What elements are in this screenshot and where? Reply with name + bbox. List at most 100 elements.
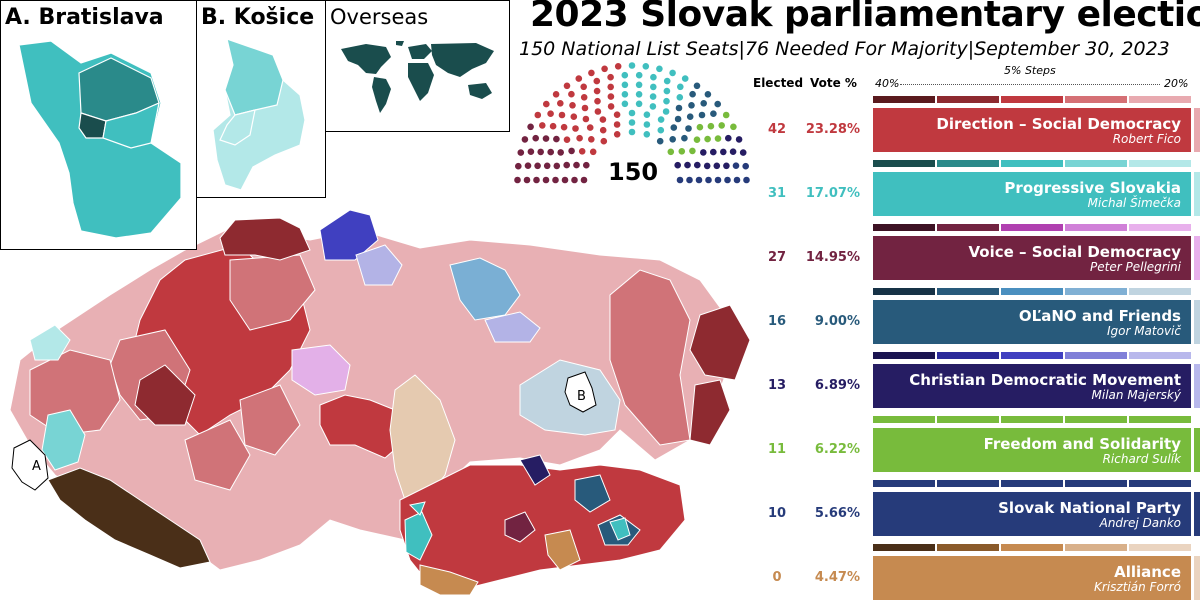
seat-dot — [724, 176, 731, 184]
seat-dot — [733, 176, 741, 184]
seat-dot — [588, 136, 595, 143]
party-seats: 0 — [772, 570, 782, 585]
seat-dot — [524, 162, 532, 169]
party-vote-share: 17.07% — [805, 186, 860, 201]
party-name: Christian Democratic Movement — [909, 371, 1181, 389]
seat-dot — [593, 87, 601, 95]
party-vote-share: 14.95% — [805, 250, 860, 265]
seat-dot — [588, 69, 595, 77]
seat-dot — [663, 97, 670, 105]
seat-dot — [517, 149, 525, 156]
party-bar: Alliance Krisztián Forró — [873, 556, 1191, 600]
party-seats: 42 — [767, 122, 787, 137]
seat-dot — [568, 90, 575, 98]
seat-dot — [686, 113, 694, 120]
scale-left: 40% — [875, 77, 900, 90]
seat-dot — [662, 108, 670, 115]
party-vote-share: 6.89% — [814, 378, 860, 393]
seat-dot — [643, 121, 651, 128]
kosice-map — [212, 38, 306, 191]
seat-dot — [650, 73, 657, 81]
party-scale-swatch — [937, 288, 999, 295]
party-scale-swatch — [1001, 544, 1063, 551]
party-bar-stub — [1194, 172, 1200, 216]
seat-dot — [635, 71, 643, 79]
seat-dot — [713, 162, 721, 170]
party-vote-share: 4.47% — [814, 570, 860, 585]
party-scale-swatch — [1129, 288, 1191, 295]
seat-dot — [688, 102, 695, 109]
bratislava-map — [18, 40, 182, 239]
seat-dot — [705, 176, 712, 184]
party-bar: Progressive Slovakia Michal Šimečka — [873, 172, 1191, 216]
seat-dot — [667, 148, 675, 156]
seat-dot — [542, 135, 550, 142]
party-leader: Andrej Danko — [1099, 516, 1181, 530]
party-name: Progressive Slovakia — [1004, 179, 1181, 197]
seat-dot — [547, 110, 554, 117]
party-scale-swatch — [1001, 96, 1063, 103]
seat-dot — [543, 100, 550, 108]
seat-dot — [704, 135, 711, 143]
party-scale-swatch — [1065, 224, 1127, 231]
seat-dot — [599, 126, 607, 134]
seat-dot — [561, 176, 569, 184]
seat-dot — [698, 111, 706, 119]
seat-dot — [674, 115, 682, 123]
seat-dot — [704, 91, 712, 98]
seat-dot — [718, 122, 725, 129]
page-title: 2023 Slovak parliamentary election — [530, 0, 1200, 35]
seat-dot — [700, 100, 707, 107]
seat-dot — [695, 176, 703, 184]
seat-dot — [572, 125, 579, 132]
party-bar-stub — [1194, 428, 1200, 472]
seat-dot — [573, 161, 580, 169]
seat-dot — [681, 75, 689, 82]
seat-dot — [650, 83, 657, 91]
seat-dot — [635, 81, 643, 89]
party-name: Slovak National Party — [998, 499, 1181, 517]
seat-dot — [628, 62, 636, 69]
party-scale-swatch — [1065, 416, 1127, 423]
party-name: Voice – Social Democracy — [968, 243, 1181, 261]
seat-dot — [607, 103, 615, 110]
party-scale-swatch — [1001, 352, 1063, 359]
party-scale-swatch — [873, 96, 935, 103]
seat-dot — [613, 111, 621, 118]
seat-dot — [532, 134, 539, 142]
party-scale-swatch — [937, 544, 999, 551]
seat-dot — [642, 63, 650, 70]
world-map — [341, 41, 494, 113]
seat-dot — [607, 73, 614, 81]
seat-dot — [723, 162, 730, 170]
seat-dot — [583, 161, 590, 169]
party-leader: Robert Fico — [1112, 132, 1181, 146]
seat-dot — [614, 63, 622, 70]
seat-dot — [580, 176, 588, 184]
seat-dot — [714, 176, 722, 184]
scale-right: 20% — [1164, 77, 1189, 90]
seat-dot — [663, 87, 671, 95]
seat-dot — [607, 93, 615, 100]
party-scale-swatch — [1065, 480, 1127, 487]
party-leader: Richard Sulík — [1102, 452, 1181, 466]
seat-dot — [635, 100, 643, 108]
seat-dot — [547, 148, 554, 156]
party-scale-swatch — [1129, 160, 1191, 167]
party-seats: 11 — [767, 442, 787, 457]
seat-dot — [681, 134, 688, 142]
seat-dot — [589, 148, 597, 156]
seat-dot — [621, 100, 629, 108]
party-scale-swatch — [937, 352, 999, 359]
party-vote-share: 23.28% — [805, 122, 860, 137]
seat-dot — [678, 148, 686, 155]
party-bar: Voice – Social Democracy Peter Pellegrini — [873, 236, 1191, 280]
party-vote-share: 5.66% — [814, 506, 860, 521]
seat-dot — [571, 176, 578, 184]
inset-kosice: B. Košice — [196, 0, 326, 198]
seat-dot — [557, 149, 564, 156]
seat-dot — [527, 123, 534, 131]
inset-bratislava: A. Bratislava — [0, 0, 197, 250]
seat-dot — [594, 108, 602, 115]
page-subtitle: 150 National List Seats|76 Needed For Ma… — [519, 38, 1170, 60]
